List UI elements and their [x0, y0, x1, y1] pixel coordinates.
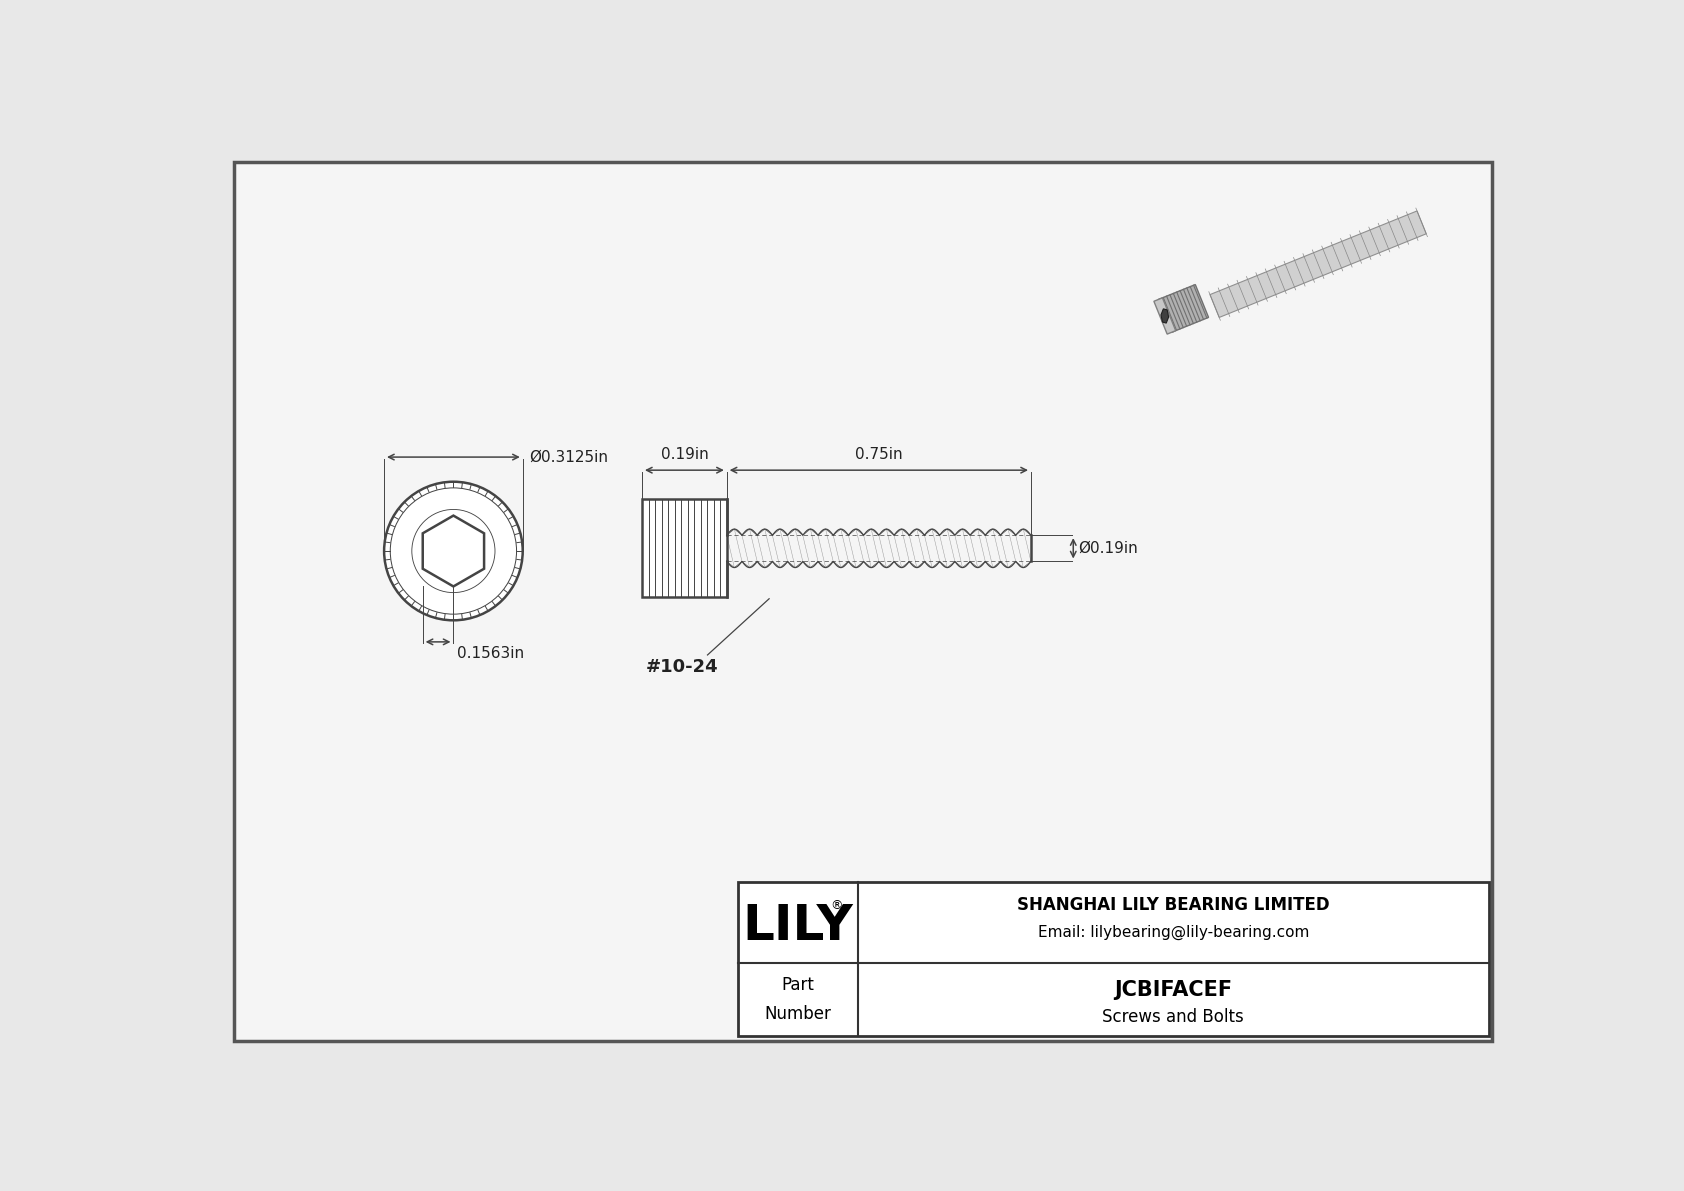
Text: Email: lilybearing@lily-bearing.com: Email: lilybearing@lily-bearing.com [1037, 924, 1308, 940]
Polygon shape [423, 516, 483, 586]
Text: LILY: LILY [743, 903, 854, 950]
Text: SHANGHAI LILY BEARING LIMITED: SHANGHAI LILY BEARING LIMITED [1017, 896, 1330, 915]
Text: 0.19in: 0.19in [660, 448, 709, 462]
Text: 0.1563in: 0.1563in [458, 646, 524, 661]
Text: 0.75in: 0.75in [855, 448, 903, 462]
Polygon shape [1159, 285, 1209, 332]
Text: ®: ® [830, 899, 842, 912]
Polygon shape [1154, 298, 1175, 335]
Text: JCBIFACEF: JCBIFACEF [1115, 980, 1233, 1000]
Bar [642, 499, 727, 597]
Text: #10-24: #10-24 [647, 657, 719, 675]
Bar [738, 883, 1489, 1036]
Text: Ø0.3125in: Ø0.3125in [529, 449, 608, 464]
Text: Part
Number: Part Number [765, 975, 832, 1023]
Bar [738, 883, 1489, 1036]
Polygon shape [1211, 211, 1426, 318]
Text: Ø0.19in: Ø0.19in [1078, 541, 1138, 556]
Circle shape [384, 481, 522, 621]
Text: Screws and Bolts: Screws and Bolts [1103, 1008, 1244, 1025]
Polygon shape [1160, 308, 1169, 323]
